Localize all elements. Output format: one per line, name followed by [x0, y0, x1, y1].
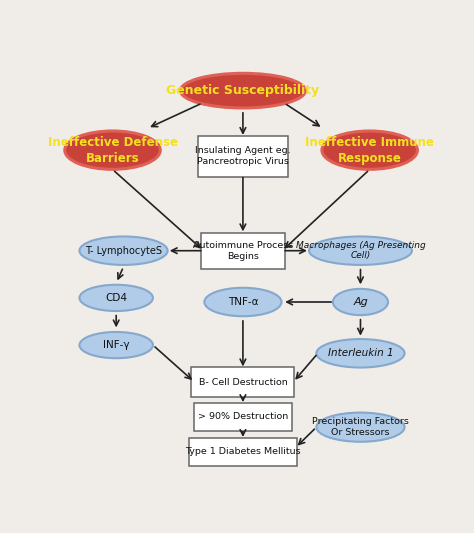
Ellipse shape	[204, 288, 282, 316]
Text: Insulating Agent eg.
Pancreotropic Virus: Insulating Agent eg. Pancreotropic Virus	[195, 146, 291, 166]
Text: Type 1 Diabetes Mellitus: Type 1 Diabetes Mellitus	[185, 447, 301, 456]
Text: CD4: CD4	[105, 293, 127, 303]
Text: Ag: Ag	[353, 297, 368, 307]
FancyBboxPatch shape	[201, 232, 285, 269]
Ellipse shape	[80, 332, 153, 358]
Ellipse shape	[322, 131, 418, 169]
FancyBboxPatch shape	[189, 438, 297, 466]
Text: Ineffective Defense
Barriers: Ineffective Defense Barriers	[47, 135, 178, 165]
Ellipse shape	[80, 285, 153, 311]
Ellipse shape	[333, 289, 388, 315]
Ellipse shape	[316, 339, 404, 368]
Text: Genetic Susceptibility: Genetic Susceptibility	[166, 84, 319, 97]
Text: Interleukin 1: Interleukin 1	[328, 348, 393, 358]
Ellipse shape	[181, 74, 305, 108]
Text: Autoimmune Process
Begins: Autoimmune Process Begins	[193, 240, 293, 261]
Text: > 90% Destruction: > 90% Destruction	[198, 413, 288, 422]
FancyBboxPatch shape	[191, 367, 294, 397]
Ellipse shape	[65, 131, 160, 169]
Text: TNF-α: TNF-α	[228, 297, 258, 307]
Ellipse shape	[309, 237, 412, 265]
Text: INF-γ: INF-γ	[103, 340, 129, 350]
Text: Ineffective Immune
Response: Ineffective Immune Response	[305, 135, 434, 165]
Text: T- LymphocyteS: T- LymphocyteS	[85, 246, 162, 256]
FancyBboxPatch shape	[194, 403, 292, 431]
Text: Macrophages (Ag Presenting
Cell): Macrophages (Ag Presenting Cell)	[296, 241, 425, 261]
FancyBboxPatch shape	[198, 136, 288, 177]
Ellipse shape	[80, 237, 168, 265]
Text: B- Cell Destruction: B- Cell Destruction	[199, 377, 287, 386]
Ellipse shape	[316, 413, 404, 442]
Text: Precipitating Factors
Or Stressors: Precipitating Factors Or Stressors	[312, 417, 409, 437]
